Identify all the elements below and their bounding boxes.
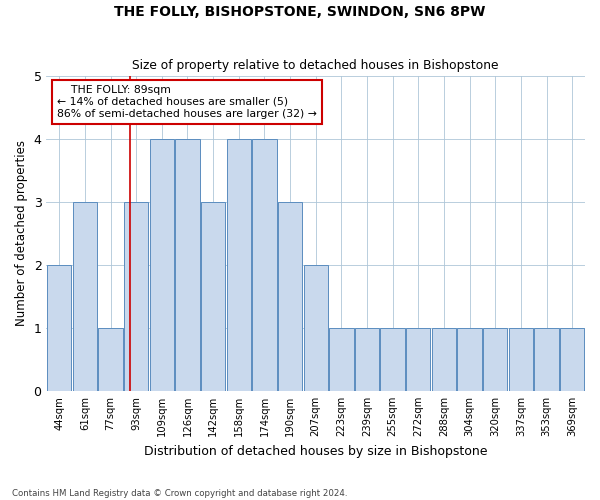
Bar bbox=[149, 139, 174, 391]
Bar bbox=[124, 202, 148, 391]
X-axis label: Distribution of detached houses by size in Bishopstone: Distribution of detached houses by size … bbox=[144, 444, 487, 458]
Bar bbox=[509, 328, 533, 391]
Bar bbox=[432, 328, 456, 391]
Bar bbox=[355, 328, 379, 391]
Bar bbox=[380, 328, 405, 391]
Bar bbox=[304, 265, 328, 391]
Bar bbox=[278, 202, 302, 391]
Bar bbox=[175, 139, 200, 391]
Bar bbox=[227, 139, 251, 391]
Bar bbox=[201, 202, 226, 391]
Title: Size of property relative to detached houses in Bishopstone: Size of property relative to detached ho… bbox=[133, 59, 499, 72]
Bar bbox=[73, 202, 97, 391]
Text: Contains HM Land Registry data © Crown copyright and database right 2024.: Contains HM Land Registry data © Crown c… bbox=[12, 488, 347, 498]
Bar bbox=[252, 139, 277, 391]
Bar bbox=[483, 328, 508, 391]
Bar bbox=[329, 328, 353, 391]
Text: THE FOLLY, BISHOPSTONE, SWINDON, SN6 8PW: THE FOLLY, BISHOPSTONE, SWINDON, SN6 8PW bbox=[115, 5, 485, 19]
Bar bbox=[457, 328, 482, 391]
Text: THE FOLLY: 89sqm
← 14% of detached houses are smaller (5)
86% of semi-detached h: THE FOLLY: 89sqm ← 14% of detached house… bbox=[57, 86, 317, 118]
Y-axis label: Number of detached properties: Number of detached properties bbox=[15, 140, 28, 326]
Bar bbox=[560, 328, 584, 391]
Bar bbox=[535, 328, 559, 391]
Bar bbox=[98, 328, 123, 391]
Bar bbox=[47, 265, 71, 391]
Bar bbox=[406, 328, 430, 391]
